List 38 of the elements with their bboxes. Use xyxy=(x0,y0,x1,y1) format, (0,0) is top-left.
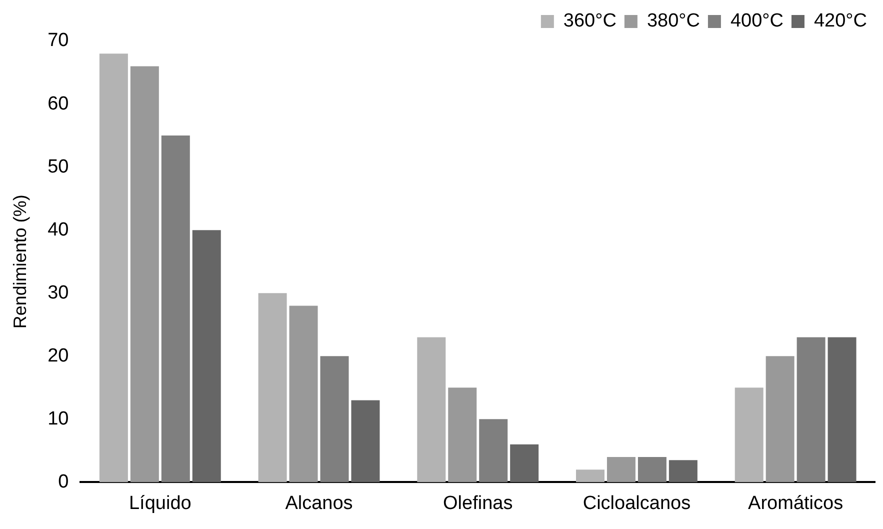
x-tick-label: Líquido xyxy=(128,492,192,514)
y-tick-label: 0 xyxy=(58,471,69,492)
x-tick-label: Alcanos xyxy=(285,492,353,514)
bar xyxy=(796,337,826,482)
bar xyxy=(417,337,446,482)
y-tick-label: 10 xyxy=(48,408,69,430)
x-tick-label: Olefinas xyxy=(443,492,513,514)
y-tick-label: 60 xyxy=(48,93,69,114)
bar xyxy=(99,54,128,482)
bar xyxy=(320,356,349,482)
bar xyxy=(448,388,477,482)
bar xyxy=(161,136,190,482)
bar xyxy=(766,356,794,482)
legend-label: 380°C xyxy=(646,10,700,32)
bar xyxy=(638,456,666,482)
y-tick-label: 40 xyxy=(48,219,69,240)
bar xyxy=(289,306,318,482)
bar xyxy=(351,400,380,482)
bar xyxy=(510,444,539,482)
bar xyxy=(734,388,764,482)
legend-label: 360°C xyxy=(563,10,616,32)
bar xyxy=(576,470,605,482)
bar xyxy=(192,230,221,482)
bar xyxy=(606,456,636,482)
x-tick-label: Aromáticos xyxy=(748,492,844,514)
y-tick-label: 70 xyxy=(48,30,69,52)
x-tick-label: Cicloalcanos xyxy=(582,492,691,514)
bar xyxy=(828,337,856,482)
legend-label: 420°C xyxy=(814,10,868,32)
bar xyxy=(258,293,287,482)
y-tick-label: 30 xyxy=(48,282,69,304)
y-tick-label: 50 xyxy=(48,156,69,178)
bar xyxy=(130,66,159,482)
y-tick-label: 20 xyxy=(48,345,69,366)
bar xyxy=(479,419,508,482)
bar xyxy=(668,460,698,482)
y-axis-title: Rendimiento (%) xyxy=(10,194,30,329)
legend-label: 400°C xyxy=(730,10,784,32)
